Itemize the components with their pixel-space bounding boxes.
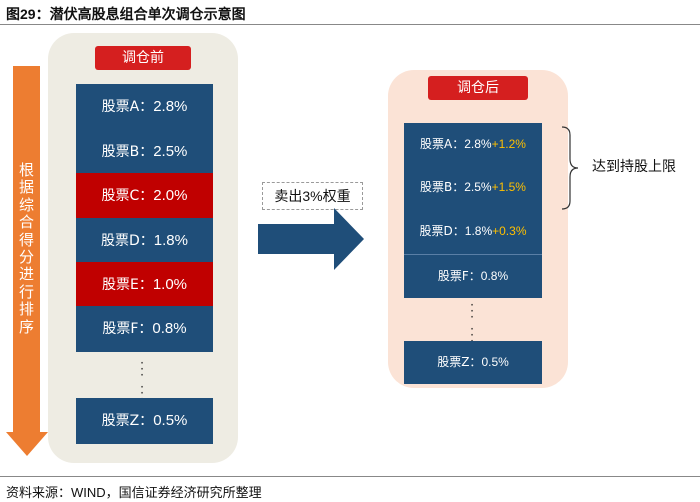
- after-item-z: 股票Z：0.5%: [404, 341, 542, 384]
- source-note: 资料来源：WIND，国信证券经济研究所整理: [6, 485, 262, 500]
- item-value: 2.8%: [464, 137, 492, 151]
- item-name: 股票Z：: [101, 413, 154, 429]
- item-value: 0.8%: [480, 269, 509, 283]
- figure-title: 图29：潜伏高股息组合单次调仓示意图: [6, 6, 246, 22]
- bottom-divider: [0, 476, 700, 477]
- action-pre: 卖出: [274, 189, 303, 205]
- before-item-c: 股票C：2.0%: [76, 173, 213, 218]
- before-ellipsis: ······: [140, 356, 144, 405]
- item-value: 2.0%: [153, 187, 188, 204]
- after-ellipsis: ······: [470, 298, 474, 347]
- before-item-z: 股票Z：0.5%: [76, 398, 213, 444]
- item-name: 股票D：: [101, 233, 154, 249]
- after-item-a: 股票A：2.8%+1.2%: [404, 123, 542, 166]
- item-value: 1.0%: [152, 276, 188, 293]
- before-item-b: 股票B：2.5%: [76, 129, 213, 174]
- rebalance-arrow: [258, 208, 364, 270]
- item-value: 0.5%: [481, 355, 509, 369]
- before-item-d: 股票D：1.8%: [76, 218, 213, 263]
- item-value: 0.5%: [153, 412, 188, 429]
- after-item-d: 股票D：1.8%+0.3%: [404, 210, 542, 253]
- top-divider: [0, 24, 700, 25]
- action-label: 卖出3%权重: [262, 182, 363, 210]
- item-value: 2.5%: [153, 143, 188, 160]
- after-label: 调仓后: [428, 76, 528, 100]
- ranking-arrow: [13, 66, 40, 432]
- item-delta: +0.3%: [492, 224, 527, 238]
- limit-note: 达到持股上限: [592, 159, 676, 175]
- item-value: 2.5%: [464, 180, 492, 194]
- item-name: 股票A：: [101, 99, 154, 115]
- brace-path: [561, 126, 579, 210]
- item-name: 股票A：: [420, 137, 465, 151]
- before-item-a: 股票A：2.8%: [76, 84, 213, 129]
- item-name: 股票Z：: [437, 355, 482, 369]
- item-name: 股票C：: [101, 188, 154, 204]
- item-name: 股票D：: [419, 224, 465, 238]
- item-delta: +1.2%: [491, 137, 526, 151]
- item-value: 0.8%: [152, 320, 187, 337]
- item-value: 1.8%: [464, 224, 493, 238]
- after-last-block: [404, 341, 542, 384]
- item-value: 1.8%: [153, 232, 188, 249]
- after-item-f: 股票F：0.8%: [404, 255, 542, 298]
- item-delta: +1.5%: [491, 180, 526, 194]
- before-item-f: 股票F：0.8%: [76, 306, 213, 352]
- before-label: 调仓前: [95, 46, 191, 70]
- after-top-group: [404, 123, 542, 298]
- item-name: 股票F：: [437, 269, 481, 283]
- item-name: 股票B：: [420, 180, 465, 194]
- right-brace-icon: [561, 126, 579, 210]
- item-name: 股票B：: [101, 144, 154, 160]
- action-value: 3%: [302, 188, 323, 204]
- rebalance-arrow-shape: [258, 208, 364, 270]
- action-post: 权重: [322, 189, 351, 205]
- after-row-divider: [404, 254, 542, 255]
- item-name: 股票E：: [101, 277, 153, 293]
- item-name: 股票F：: [102, 321, 153, 337]
- ranking-arrow-head: [6, 432, 48, 456]
- item-value: 2.8%: [153, 98, 188, 115]
- after-item-b: 股票B：2.5%+1.5%: [404, 166, 542, 209]
- ranking-label: 根据综合得分进行排序: [18, 161, 34, 336]
- before-item-e: 股票E：1.0%: [76, 262, 213, 307]
